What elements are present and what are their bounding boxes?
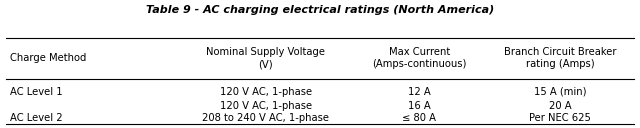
- Text: Table 9 - AC charging electrical ratings (North America): Table 9 - AC charging electrical ratings…: [146, 5, 494, 15]
- Text: 12 A: 12 A: [408, 87, 431, 97]
- Text: 120 V AC, 1-phase: 120 V AC, 1-phase: [220, 87, 312, 97]
- Text: 15 A (min): 15 A (min): [534, 87, 586, 97]
- Text: Max Current
(Amps-continuous): Max Current (Amps-continuous): [372, 47, 467, 69]
- Text: AC Level 1: AC Level 1: [10, 87, 62, 97]
- Text: 120 V AC, 1-phase: 120 V AC, 1-phase: [220, 101, 312, 111]
- Text: 20 A: 20 A: [548, 101, 572, 111]
- Text: Per NEC 625: Per NEC 625: [529, 113, 591, 123]
- Text: Branch Circuit Breaker
rating (Amps): Branch Circuit Breaker rating (Amps): [504, 47, 616, 69]
- Text: 16 A: 16 A: [408, 101, 431, 111]
- Text: Charge Method: Charge Method: [10, 53, 86, 63]
- Text: ≤ 80 A: ≤ 80 A: [402, 113, 436, 123]
- Text: AC Level 2: AC Level 2: [10, 113, 62, 123]
- Text: Nominal Supply Voltage
(V): Nominal Supply Voltage (V): [206, 47, 325, 69]
- Text: 208 to 240 V AC, 1-phase: 208 to 240 V AC, 1-phase: [202, 113, 329, 123]
